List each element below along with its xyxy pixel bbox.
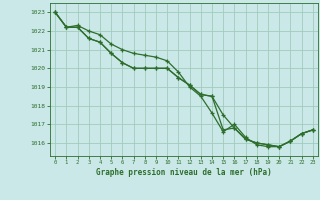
X-axis label: Graphe pression niveau de la mer (hPa): Graphe pression niveau de la mer (hPa) bbox=[96, 168, 272, 177]
